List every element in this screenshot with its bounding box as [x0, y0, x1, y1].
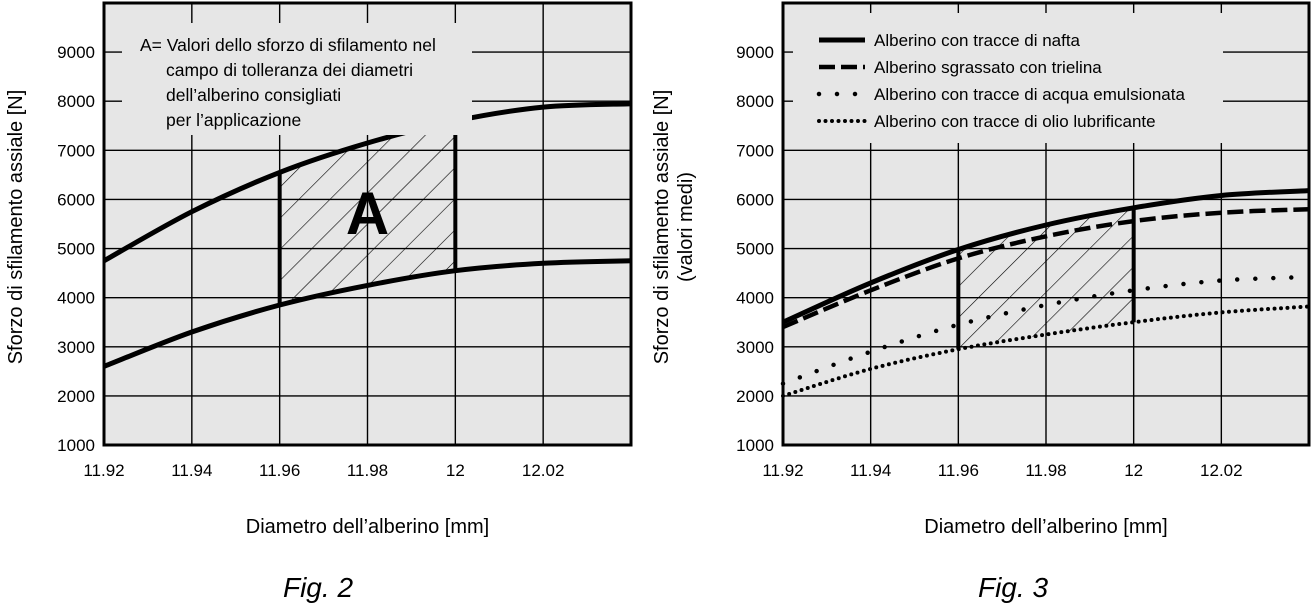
x-tick-label: 11.98	[1025, 461, 1066, 480]
y-axis-label-secondary: (valori medi)	[675, 172, 697, 282]
y-tick-label: 1000	[736, 436, 774, 455]
y-tick-label: 5000	[736, 240, 774, 259]
x-tick-label: 11.94	[850, 461, 891, 480]
legend-entry: Alberino con tracce di olio lubrificante	[874, 112, 1156, 131]
x-tick-label: 11.98	[347, 461, 388, 480]
y-tick-label: 4000	[57, 289, 95, 308]
legend-entry: Alberino con tracce di nafta	[874, 31, 1081, 50]
y-tick-label: 6000	[57, 190, 95, 209]
chart-fig-3: 1000 2000 3000 4000 5000 6000 7000 8000 9000 11.9…	[651, 1, 1311, 603]
y-tick-label: 8000	[57, 92, 95, 111]
annotation-line: dell’alberino consigliati	[166, 85, 341, 105]
y-tick-label: 9000	[736, 43, 774, 62]
x-tick-label: 11.92	[83, 461, 124, 480]
series-line-olio	[781, 304, 1311, 398]
plot-frame	[781, 1, 1311, 447]
y-tick-label: 1000	[57, 436, 95, 455]
y-tick-label: 5000	[57, 240, 95, 259]
y-tick-label: 8000	[736, 92, 774, 111]
legend-entry: Alberino con tracce di acqua emulsionata	[874, 85, 1185, 104]
x-axis-label: Diametro dell’alberino [mm]	[924, 516, 1167, 538]
x-tick-label: 12.02	[1200, 461, 1243, 480]
figure-caption: Fig. 3	[978, 572, 1048, 603]
x-tick-label: 11.96	[938, 461, 979, 480]
y-tick-label: 4000	[736, 289, 774, 308]
y-tick-label: 2000	[57, 387, 95, 406]
y-tick-label: 3000	[736, 338, 774, 357]
series-line-lower	[103, 258, 632, 369]
annotation-box	[122, 23, 472, 135]
annotation-line: campo di tolleranza dei diametri	[166, 60, 413, 80]
y-tick-label: 7000	[57, 141, 95, 160]
series-line-trielina	[782, 207, 1310, 330]
annotation-line: per l’applicazione	[166, 110, 301, 130]
region-label: A	[346, 180, 389, 247]
series-line-acqua	[780, 274, 1311, 386]
x-tick-label: 12.02	[522, 461, 565, 480]
figure-caption: Fig. 2	[283, 572, 353, 603]
x-axis-label: Diametro dell’alberino [mm]	[246, 516, 489, 538]
x-tick-label: 12	[446, 461, 465, 480]
plot-frame	[102, 1, 633, 447]
x-tick-label: 12	[1124, 461, 1143, 480]
x-tick-label: 11.92	[762, 461, 803, 480]
annotation-line: A= Valori dello sforzo di sfilamento nel	[140, 35, 436, 55]
y-tick-label: 7000	[736, 141, 774, 160]
hatched-region	[958, 207, 1134, 350]
hatched-region	[279, 120, 456, 306]
chart-fig-2: A 1000 2000 3000 4000 5000 6000 7000 8000 9000 11.…	[5, 1, 633, 603]
series-line-upper	[102, 101, 632, 263]
x-tick-label: 11.96	[259, 461, 300, 480]
legend-entry: Alberino sgrassato con trielina	[874, 58, 1102, 77]
series-line-nafta	[781, 188, 1310, 325]
x-tick-label: 11.94	[171, 461, 212, 480]
y-tick-label: 3000	[57, 338, 95, 357]
y-axis-label: Sforzo di sfilamento assiale [N]	[5, 90, 27, 365]
y-axis-label: Sforzo di sfilamento assiale [N]	[651, 90, 673, 365]
y-tick-label: 6000	[736, 190, 774, 209]
y-tick-label: 2000	[736, 387, 774, 406]
y-tick-label: 9000	[57, 43, 95, 62]
